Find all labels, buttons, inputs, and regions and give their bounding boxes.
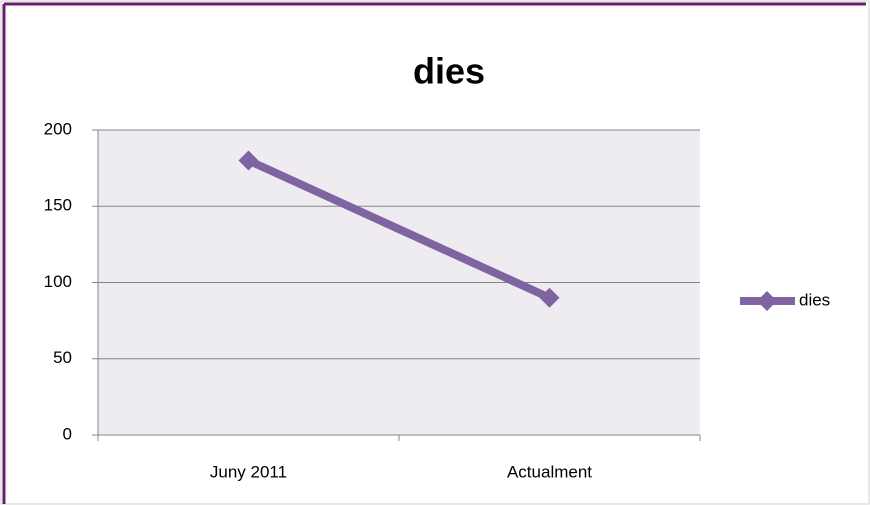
legend-label: dies — [799, 290, 830, 309]
marker — [238, 150, 259, 171]
legend-marker — [757, 291, 777, 311]
x-tick-label: Juny 2011 — [210, 462, 287, 481]
chart-title: dies — [413, 51, 485, 92]
y-tick-label: 100 — [44, 272, 72, 291]
y-tick-label: 150 — [44, 196, 72, 215]
y-tick-label: 200 — [44, 119, 72, 138]
y-tick-label: 50 — [53, 348, 72, 367]
x-tick-label: Actualment — [507, 462, 592, 481]
y-tick-label: 0 — [63, 424, 72, 443]
marker — [539, 287, 560, 308]
line — [246, 156, 552, 302]
